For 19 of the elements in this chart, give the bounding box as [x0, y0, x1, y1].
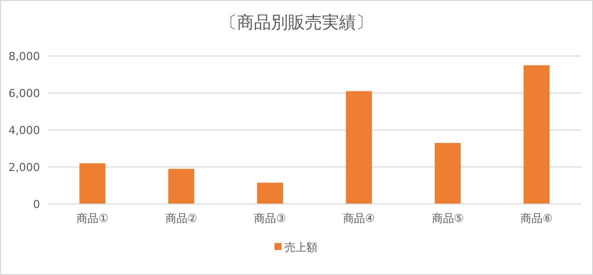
chart-title: 〔商品別販売実績〕: [220, 13, 373, 33]
bar: [524, 65, 550, 204]
x-tick-label: 商品⑥: [520, 212, 553, 225]
bar: [346, 91, 372, 204]
x-tick-label: 商品④: [342, 212, 375, 225]
x-tick-label: 商品①: [76, 212, 108, 225]
y-tick-label: 0: [33, 198, 40, 211]
bar: [257, 182, 284, 204]
x-tick-label: 商品③: [254, 212, 286, 225]
x-tick-label: 商品②: [165, 212, 198, 225]
y-tick-label: 6,000: [8, 86, 40, 100]
x-tick-label: 商品⑤: [432, 212, 464, 225]
y-tick-label: 4,000: [8, 124, 40, 137]
bar: [168, 168, 194, 204]
y-tick-label: 2,000: [8, 160, 40, 174]
y-tick-label: 8,000: [8, 50, 40, 63]
bar: [434, 142, 461, 204]
legend-label: 売上額: [284, 240, 318, 254]
bar: [79, 163, 106, 204]
